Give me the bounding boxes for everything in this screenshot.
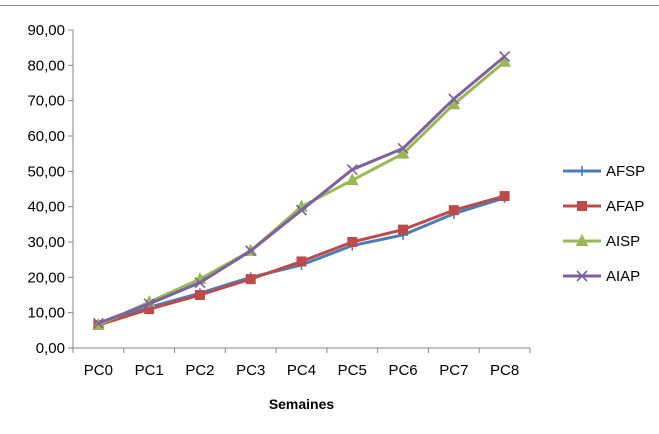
series-aisp	[92, 54, 511, 331]
legend-marker	[575, 233, 589, 246]
x-tick-label: PC3	[236, 362, 265, 379]
y-tick-label: 40,00	[27, 199, 65, 216]
chart-series	[92, 50, 511, 331]
y-tick-label: 30,00	[27, 234, 65, 251]
data-point-afap	[499, 191, 510, 202]
legend-marker	[576, 270, 588, 282]
y-tick-label: 50,00	[27, 163, 65, 180]
series-afap	[93, 191, 510, 331]
top-rule	[0, 5, 659, 6]
chart-axes: 0,00 10,00 20,00 30,00 40,00 50,00 60,00 70,00 8…	[27, 22, 531, 379]
legend-item-aiap: AIAP	[563, 268, 640, 285]
data-point-aiap	[295, 204, 308, 216]
legend-label: AFAP	[606, 198, 644, 215]
x-tick-label: PC4	[287, 362, 316, 379]
series-line-aisp	[97, 60, 506, 327]
data-point-afap	[245, 274, 256, 285]
data-point-aiap	[92, 317, 104, 329]
data-point-afap	[296, 256, 307, 267]
legend-item-afap: AFAP	[563, 198, 644, 215]
x-tick-label: PC7	[439, 362, 468, 379]
y-tick-label: 70,00	[27, 93, 65, 110]
data-point-afap	[347, 237, 358, 247]
data-point-aiap	[448, 93, 460, 105]
x-tick-label: PC6	[388, 362, 417, 379]
x-tick-label: PC8	[490, 362, 519, 379]
legend-label: AISP	[606, 233, 640, 250]
y-tick-label: 20,00	[27, 269, 65, 286]
data-point-aisp	[345, 173, 359, 186]
data-point-aiap	[346, 164, 358, 176]
data-point-aiap	[397, 142, 409, 154]
legend-item-aisp: AISP	[563, 233, 640, 250]
y-tick-label: 60,00	[27, 128, 65, 145]
y-tick-label: 10,00	[27, 305, 65, 322]
x-tick-label: PC0	[84, 362, 113, 379]
legend-marker	[577, 201, 587, 211]
data-point-aiap	[499, 50, 511, 63]
data-point-aiap	[194, 277, 206, 289]
data-point-afap	[194, 290, 205, 300]
x-tick-label: PC2	[185, 362, 214, 379]
legend-label: AFSP	[606, 163, 645, 180]
data-point-aisp	[396, 146, 410, 159]
data-point-afap	[398, 224, 409, 235]
y-tick-label: 0,00	[36, 340, 65, 357]
data-point-aiap	[245, 245, 257, 257]
x-tick-label: PC5	[338, 362, 367, 379]
data-point-aiap	[143, 298, 155, 310]
chart-legend: AFSP AFAP AISP AIAP	[563, 163, 645, 285]
series-aiap	[92, 50, 511, 329]
x-axis-title: Semaines	[269, 396, 335, 412]
data-point-aisp	[498, 54, 511, 67]
legend-marker	[577, 166, 587, 176]
x-tick-label: PC1	[135, 362, 164, 379]
legend-label: AIAP	[606, 268, 640, 285]
series-line-aiap	[97, 55, 506, 325]
data-point-afap	[448, 205, 459, 216]
y-tick-label: 80,00	[27, 57, 65, 74]
y-tick-label: 90,00	[27, 22, 65, 39]
legend-item-afsp: AFSP	[563, 163, 645, 180]
